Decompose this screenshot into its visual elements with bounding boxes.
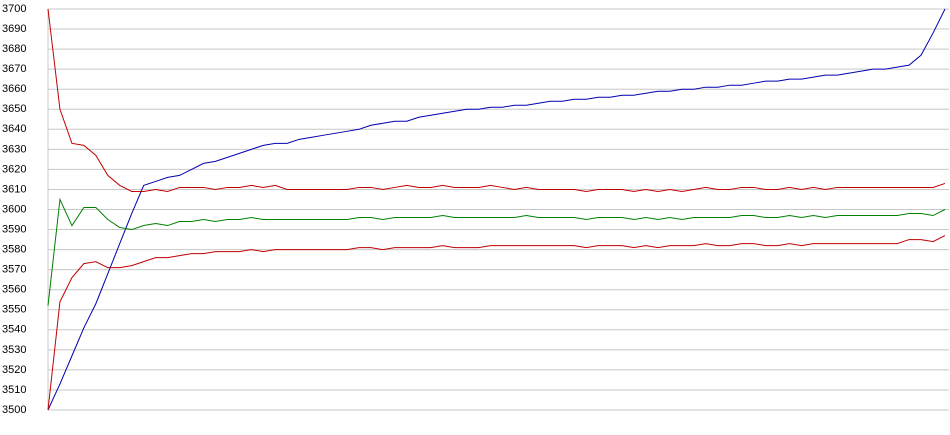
y-tick-label: 3590 xyxy=(2,223,26,235)
series-line xyxy=(47,8,946,411)
y-tick-label: 3670 xyxy=(2,63,26,75)
y-tick-label: 3520 xyxy=(2,364,26,376)
y-tick-label: 3560 xyxy=(2,284,26,296)
y-tick-label: 3700 xyxy=(2,3,26,15)
y-tick-label: 3620 xyxy=(2,163,26,175)
series-line xyxy=(47,8,946,192)
y-tick-label: 3550 xyxy=(2,304,26,316)
y-tick-label: 3500 xyxy=(2,404,26,416)
y-tick-label: 3540 xyxy=(2,324,26,336)
series-line xyxy=(47,235,946,411)
y-tick-label: 3690 xyxy=(2,23,26,35)
y-tick-label: 3570 xyxy=(2,264,26,276)
y-tick-label: 3660 xyxy=(2,83,26,95)
y-tick-label: 3580 xyxy=(2,244,26,256)
series-line xyxy=(47,197,946,306)
y-tick-label: 3640 xyxy=(2,123,26,135)
y-tick-label: 3610 xyxy=(2,183,26,195)
y-tick-label: 3650 xyxy=(2,103,26,115)
y-tick-label: 3600 xyxy=(2,203,26,215)
y-tick-label: 3510 xyxy=(2,384,26,396)
y-tick-label: 3530 xyxy=(2,344,26,356)
y-tick-label: 3680 xyxy=(2,43,26,55)
y-tick-label: 3630 xyxy=(2,143,26,155)
